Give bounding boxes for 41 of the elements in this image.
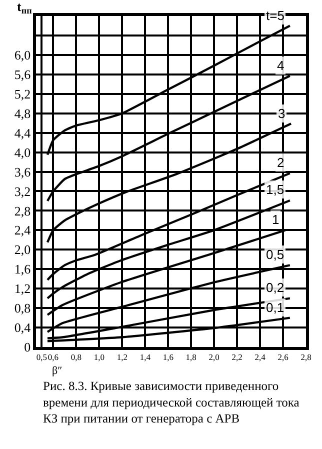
- y-tick-label: 1,2: [14, 281, 31, 296]
- y-tick-label: 3,6: [14, 164, 32, 180]
- y-tick-label: 5,2: [14, 86, 31, 102]
- y-tick-label: 3,2: [14, 184, 31, 199]
- y-tick-label: 2,0: [14, 242, 31, 258]
- y-tick-label: 0,4: [14, 320, 32, 336]
- x-tick-label: 1,4: [140, 352, 152, 362]
- x-tick-label: 2,0: [208, 352, 220, 362]
- y-axis-title: t$_{пп}$: [17, 0, 32, 16]
- x-tick-label: 2,2: [232, 352, 242, 362]
- series-label: 4: [277, 58, 284, 73]
- y-tick-label: 1,6: [14, 262, 32, 277]
- series-label: 1,5: [266, 182, 284, 197]
- x-tick-label: 0,6: [48, 352, 59, 362]
- y-tick-label: 2,8: [14, 203, 31, 218]
- y-tick-label: 0: [24, 340, 31, 355]
- x-tick-label: 1,8: [186, 352, 196, 362]
- x-tick-label: 1,6: [162, 352, 174, 362]
- y-tick-label: 4,0: [14, 144, 31, 160]
- x-tick-label: 1,0: [94, 352, 105, 362]
- series-label: 2: [277, 155, 284, 170]
- series-label: t=5: [266, 8, 284, 23]
- series-label: 0,2: [266, 280, 284, 295]
- series-label: 3: [278, 106, 286, 121]
- y-tick-label: 4,8: [14, 106, 31, 121]
- x-tick-label: 0,5: [36, 352, 48, 362]
- x-tick-label: 2,6: [278, 352, 288, 362]
- y-tick-label: 2,4: [14, 222, 32, 238]
- series-label: 0,1: [266, 300, 284, 315]
- y-tick-label: 4,4: [14, 125, 32, 140]
- y-tick-label: 6,0: [14, 47, 31, 62]
- y-tick-label: 5,6: [14, 66, 32, 82]
- x-tick-label: 2,4: [254, 352, 266, 362]
- y-tick-label: 0,8: [14, 300, 31, 316]
- text: Рис. 8.3. Кривые зависимости приведенного времени для периодической составляющей тока КЗ при питании от генератора с АРВ: [43, 379, 300, 426]
- series-label: 0,5: [266, 247, 284, 262]
- x-tick-label: 2,8: [300, 352, 312, 362]
- x-tick-label: 0,8: [70, 352, 82, 362]
- x-tick-label: 1,2: [116, 352, 128, 362]
- series-label: 1: [272, 212, 280, 227]
- x-axis-title: β″: [52, 365, 62, 377]
